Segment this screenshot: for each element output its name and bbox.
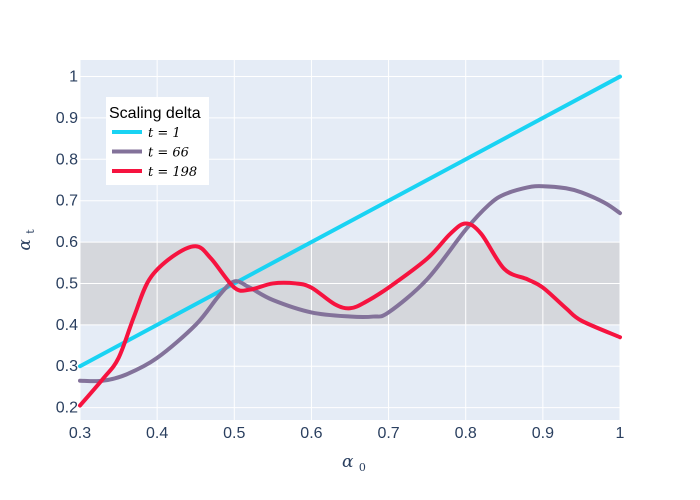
gridlines (79, 60, 621, 420)
x-tick-label: 0.4 (146, 425, 168, 442)
series-line-2[interactable] (78, 221, 622, 408)
legend-item-0[interactable]: t = 1 (112, 126, 181, 141)
x-axis-ticks: 0.3 0.4 0.5 0.6 0.7 0.8 0.9 1 (69, 425, 625, 442)
y-tick-label: 0.2 (56, 400, 78, 417)
y-axis-title: α t (15, 229, 37, 251)
x-tick-label: 0.6 (300, 425, 322, 442)
y-tick-label: 0.3 (56, 358, 78, 375)
series-layer (78, 74, 622, 408)
legend-items[interactable]: t = 1 t = 66 t = 198 (112, 126, 197, 180)
x-tick-label: 0.9 (532, 425, 554, 442)
series-line-1[interactable] (78, 184, 622, 384)
legend-item-2[interactable]: t = 198 (112, 165, 197, 180)
x-tick-label: 0.5 (223, 425, 245, 442)
y-axis-ticks: 0.2 0.3 0.4 0.5 0.6 0.7 0.8 0.9 1 (56, 69, 78, 417)
x-tick-label: 0.3 (69, 425, 91, 442)
y-tick-label: 0.8 (56, 151, 78, 168)
x-axis-title-text: α (342, 452, 354, 472)
series-line-0[interactable] (78, 74, 622, 369)
legend-label: t = 198 (148, 165, 197, 180)
y-tick-label: 0.9 (56, 110, 78, 127)
y-tick-label: 0.7 (56, 193, 78, 210)
axis-title-subscript: t (24, 229, 37, 234)
x-axis-title: α 0 (342, 452, 366, 474)
axis-title-subscript: 0 (359, 461, 366, 474)
y-tick-label: 0.5 (56, 275, 78, 292)
legend-item-1[interactable]: t = 66 (112, 146, 189, 161)
legend-title: Scaling delta (109, 105, 201, 122)
legend-label: t = 1 (148, 126, 181, 141)
y-axis-title-text: α (15, 239, 35, 251)
y-tick-label: 0.4 (56, 317, 78, 334)
x-tick-label: 1 (616, 425, 625, 442)
y-tick-label: 1 (69, 69, 78, 86)
x-tick-label: 0.7 (377, 425, 399, 442)
legend[interactable]: Scaling delta t = 1 t = 66 t = 198 (106, 97, 209, 185)
y-tick-label: 0.6 (56, 234, 78, 251)
legend-label: t = 66 (148, 146, 189, 161)
x-tick-label: 0.8 (455, 425, 477, 442)
